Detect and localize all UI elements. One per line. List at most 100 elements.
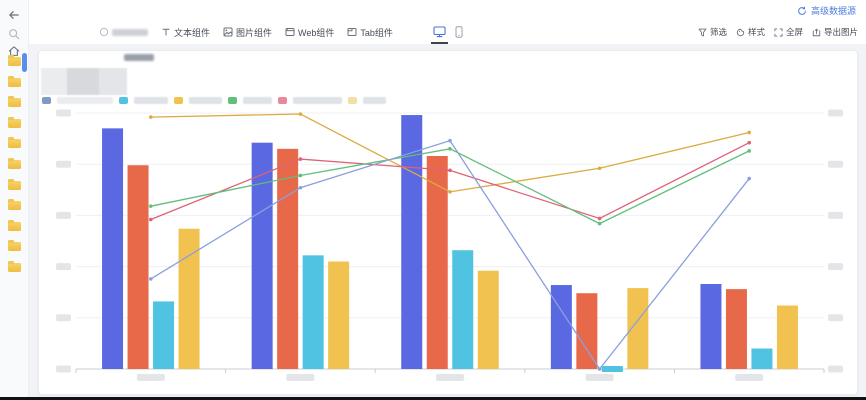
web-component-button[interactable]: Web组件 xyxy=(285,26,334,39)
sidebar-folder-item[interactable] xyxy=(8,219,21,231)
line-green-marker xyxy=(298,173,303,178)
x-axis-label-blur xyxy=(585,374,614,381)
fullscreen-label: 全屏 xyxy=(785,27,803,37)
filter-label: 筛选 xyxy=(709,27,727,37)
sidebar-folder-item[interactable] xyxy=(8,75,21,87)
line-green[interactable] xyxy=(150,148,750,225)
bar-cyan-g1[interactable] xyxy=(153,301,175,369)
web-component-icon xyxy=(285,28,295,36)
bar-blue-g4[interactable] xyxy=(550,285,572,369)
text-component-icon xyxy=(162,28,170,36)
y-axis-label-blur xyxy=(56,109,71,117)
filter-button[interactable]: 筛选 xyxy=(698,26,727,38)
bar-blue-g5[interactable] xyxy=(700,284,722,369)
page-tab-label-blur[interactable] xyxy=(124,54,154,61)
export-image-icon xyxy=(812,28,821,36)
sidebar-folder-item[interactable] xyxy=(8,261,21,272)
line-red-marker xyxy=(448,168,452,173)
desktop-preview-button[interactable] xyxy=(433,26,446,38)
bar-cyan-g4[interactable] xyxy=(601,366,623,372)
datasource-link[interactable]: 高级数据源 xyxy=(797,4,856,17)
top-bar: 高级数据源 xyxy=(29,0,866,20)
active-device-indicator xyxy=(431,42,448,44)
legend-swatch[interactable] xyxy=(174,97,183,104)
image-component-button[interactable]: 图片组件 xyxy=(223,26,272,39)
line-yellow[interactable] xyxy=(150,113,750,193)
sidebar-folder-item[interactable] xyxy=(8,137,21,149)
search-icon[interactable] xyxy=(8,28,20,40)
export-image-label: 导出图片 xyxy=(823,27,858,37)
y2-axis-label-blur xyxy=(828,109,843,117)
home-icon[interactable] xyxy=(8,45,20,57)
legend-label-blur xyxy=(134,97,168,104)
bar-blue-g2[interactable] xyxy=(251,142,273,369)
bar-yellow-g3[interactable] xyxy=(477,270,499,369)
line-red-marker xyxy=(149,217,153,222)
sidebar-folder-item[interactable] xyxy=(8,96,21,108)
component-buttons: 文本组件 图片组件 Web组件 xyxy=(99,20,393,44)
refresh-icon xyxy=(798,6,806,15)
line-red-marker xyxy=(298,157,303,161)
image-component-label: 图片组件 xyxy=(236,27,273,38)
window-bottom-edge xyxy=(0,397,866,400)
bar-yellow-g5[interactable] xyxy=(776,305,798,369)
text-component-button[interactable]: 文本组件 xyxy=(161,26,210,39)
sidebar-folder-item[interactable] xyxy=(8,240,21,252)
legend-swatch[interactable] xyxy=(228,97,237,104)
combo-chart[interactable] xyxy=(39,51,857,394)
image-component-icon xyxy=(223,27,233,37)
censored-component-button[interactable] xyxy=(99,27,148,37)
legend-swatch[interactable] xyxy=(278,97,287,104)
bar-orange-g2[interactable] xyxy=(277,148,299,369)
legend-swatch[interactable] xyxy=(348,97,357,104)
web-component-label: Web组件 xyxy=(298,27,335,38)
sidebar-folder-item[interactable] xyxy=(8,178,21,190)
line-red-marker xyxy=(597,216,602,221)
line-yellow-marker xyxy=(597,166,602,171)
back-icon[interactable] xyxy=(8,9,20,21)
bar-blue-g1[interactable] xyxy=(102,128,124,369)
y2-axis-label-blur xyxy=(828,160,843,168)
sidebar-folder-item[interactable] xyxy=(8,158,21,169)
filter-icon xyxy=(698,28,707,36)
line-blue-marker xyxy=(149,277,153,281)
report-canvas[interactable] xyxy=(38,50,858,395)
bar-yellow-g1[interactable] xyxy=(178,228,200,369)
sidebar-folder-item[interactable] xyxy=(8,199,21,211)
bar-cyan-g2[interactable] xyxy=(302,255,324,369)
mobile-preview-button[interactable] xyxy=(455,26,463,38)
sidebar-active-indicator xyxy=(22,53,27,72)
text-component-label: 文本组件 xyxy=(174,27,211,38)
bar-yellow-g4[interactable] xyxy=(627,288,649,369)
bar-cyan-g5[interactable] xyxy=(751,348,773,369)
style-button[interactable]: 样式 xyxy=(736,26,765,38)
tab-component-button[interactable]: Tab组件 xyxy=(347,26,393,39)
x-axis-label-blur xyxy=(136,374,165,381)
bar-blue-g3[interactable] xyxy=(401,115,423,369)
icon-sidebar xyxy=(0,0,29,400)
bar-orange-g4[interactable] xyxy=(576,293,598,369)
y2-axis-label-blur xyxy=(828,365,843,373)
line-green-marker xyxy=(747,149,751,153)
tab-component-label: Tab组件 xyxy=(360,27,393,38)
legend-swatch[interactable] xyxy=(42,97,51,104)
bar-orange-g3[interactable] xyxy=(426,156,448,369)
line-blue-marker xyxy=(448,138,452,143)
line-red-marker xyxy=(747,140,751,145)
bar-yellow-g2[interactable] xyxy=(328,261,350,369)
sidebar-folder-item[interactable] xyxy=(8,55,21,66)
legend-label-blur xyxy=(293,97,342,104)
line-green-marker xyxy=(149,204,153,208)
bar-orange-g5[interactable] xyxy=(725,289,747,369)
bar-cyan-g3[interactable] xyxy=(452,250,474,369)
fullscreen-button[interactable]: 全屏 xyxy=(774,26,803,38)
sidebar-folder-item[interactable] xyxy=(8,116,21,128)
export-image-button[interactable]: 导出图片 xyxy=(812,26,858,38)
fullscreen-icon xyxy=(774,27,783,37)
legend-swatch[interactable] xyxy=(119,97,128,104)
style-icon xyxy=(736,28,745,36)
y-axis-label-blur xyxy=(56,314,71,322)
line-blue[interactable] xyxy=(150,139,750,371)
bar-orange-g1[interactable] xyxy=(127,165,149,369)
